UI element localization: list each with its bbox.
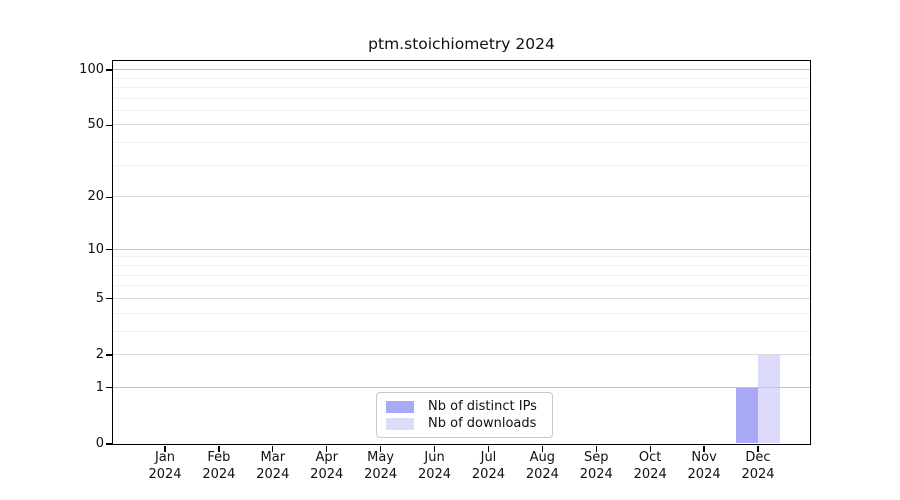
x-tick-mark-oct (649, 445, 651, 452)
x-tick-label-aug: Aug 2024 (525, 450, 559, 482)
legend-item-distinct-ips: Nb of distinct IPs (377, 398, 552, 415)
gridline-y-10 (112, 248, 810, 251)
x-tick-mark-nov (703, 445, 705, 452)
y-tick-mark-5 (105, 298, 112, 300)
gridline-y-8 (112, 264, 810, 266)
x-tick-label-feb: Feb 2024 (202, 450, 236, 482)
bar-nb-of-distinct-ips-dec (735, 387, 758, 444)
gridline-y-100 (112, 69, 810, 71)
x-tick-mark-apr (326, 445, 328, 452)
gridline-y-4 (112, 312, 810, 314)
gridline-y-5 (112, 297, 810, 299)
legend: Nb of distinct IPs Nb of downloads (376, 392, 553, 438)
x-tick-mark-jan (164, 445, 166, 452)
x-tick-mark-may (379, 445, 382, 452)
x-tick-label-apr: Apr 2024 (310, 450, 344, 482)
gridline-y-1 (112, 386, 810, 389)
gridline-y-50 (112, 124, 810, 126)
x-tick-mark-feb (218, 445, 220, 452)
gridline-y-70 (112, 97, 810, 99)
x-tick-label-jul: Jul 2024 (471, 450, 505, 482)
gridline-y-2 (112, 353, 810, 355)
chart-title: ptm.stoichiometry 2024 (368, 35, 555, 53)
x-tick-label-sep: Sep 2024 (579, 450, 613, 482)
gridline-y-80 (112, 86, 810, 88)
gridline-y-40 (112, 142, 810, 144)
y-tick-label-1: 1 (95, 379, 104, 395)
x-tick-label-dec: Dec 2024 (741, 450, 775, 482)
y-tick-mark-2 (105, 354, 112, 356)
x-tick-mark-mar (272, 445, 274, 452)
y-tick-mark-100 (105, 69, 112, 71)
gridline-y-90 (112, 77, 810, 79)
y-tick-label-2: 2 (95, 346, 104, 362)
y-tick-mark-50 (105, 124, 112, 127)
y-tick-mark-20 (105, 196, 112, 198)
x-tick-mark-jun (433, 445, 436, 452)
legend-swatch-distinct-ips (386, 400, 414, 413)
x-tick-label-may: May 2024 (364, 450, 398, 482)
y-tick-label-20: 20 (87, 189, 104, 205)
gridline-y-6 (112, 285, 810, 287)
y-tick-label-50: 50 (87, 117, 104, 133)
gridline-y-60 (112, 109, 810, 111)
y-tick-mark-0 (105, 443, 112, 445)
gridline-y-20 (112, 196, 810, 198)
x-tick-label-jun: Jun 2024 (417, 450, 452, 482)
gridline-y-3 (112, 330, 810, 332)
y-tick-label-5: 5 (95, 290, 104, 306)
x-tick-label-mar: Mar 2024 (256, 450, 290, 482)
plot-area (111, 59, 811, 445)
x-tick-label-jan: Jan 2024 (148, 450, 182, 482)
x-tick-label-oct: Oct 2024 (633, 450, 667, 482)
x-tick-label-nov: Nov 2024 (687, 450, 721, 482)
legend-swatch-downloads (386, 417, 414, 430)
y-tick-label-100: 100 (79, 62, 104, 78)
gridline-y-9 (112, 256, 810, 258)
gridline-y-30 (112, 164, 810, 166)
legend-label-distinct-ips: Nb of distinct IPs (428, 399, 537, 414)
y-tick-label-10: 10 (87, 241, 104, 257)
y-tick-label-0: 0 (95, 436, 104, 451)
gridline-y-7 (112, 274, 810, 276)
legend-label-downloads: Nb of downloads (428, 416, 537, 431)
x-tick-mark-sep (595, 445, 597, 452)
x-tick-mark-aug (541, 445, 543, 452)
y-tick-mark-1 (105, 387, 112, 389)
bar-nb-of-downloads-dec (757, 354, 780, 444)
y-tick-mark-10 (105, 249, 112, 251)
x-tick-mark-dec (757, 445, 759, 452)
x-tick-mark-jul (487, 445, 490, 452)
legend-item-downloads: Nb of downloads (377, 415, 552, 432)
